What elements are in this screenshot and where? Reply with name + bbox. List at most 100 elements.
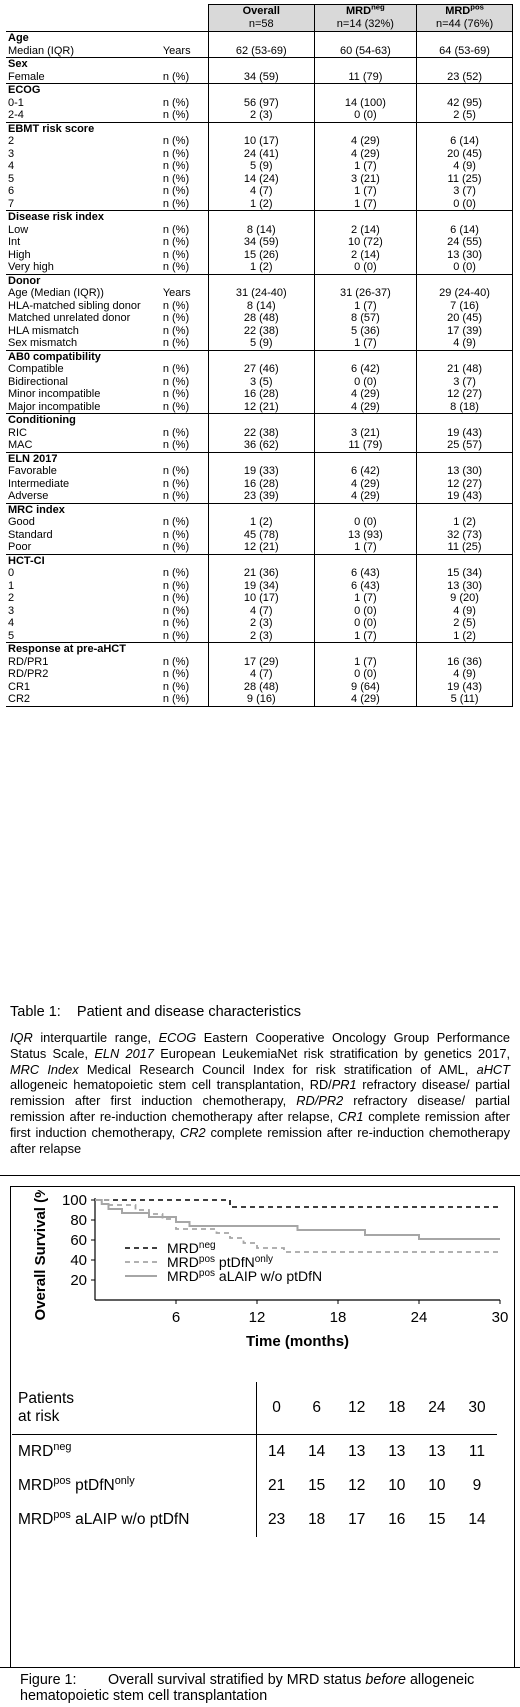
- value-mrd-pos: 0 (0): [416, 261, 513, 274]
- risk-table-body: MRDneg 14 14 13 13 13 11 MRDpos ptDfNonly 21 15 12…: [12, 1434, 497, 1537]
- abbreviation-definition: Eastern Cooperative Oncology Group Perfo…: [10, 1030, 510, 1061]
- risk-table: Patients at risk 0 6 12 18 24 30 MRDneg 1…: [12, 1382, 497, 1537]
- row-unit: Years: [162, 44, 191, 57]
- value-mrd-pos: 20 (45): [416, 147, 513, 160]
- figure-caption: Figure 1: Overall survival stratified by …: [20, 1672, 475, 1704]
- abbreviation-term: RD/: [309, 1077, 332, 1093]
- row-label: 6: [8, 185, 15, 197]
- figure-caption-label: Figure 1:: [20, 1672, 77, 1688]
- row-label: 3: [8, 604, 15, 617]
- row-label: 3: [8, 147, 15, 160]
- row-unit: n (%): [162, 223, 190, 236]
- value-mrd-pos: 8 (18): [416, 400, 513, 414]
- table-row: High n (%) 15 (26) 2 (14) 13 (30): [6, 248, 513, 261]
- row-label: CR1: [8, 680, 31, 693]
- value-mrd-pos: 29 (24-40): [416, 287, 513, 300]
- value-mrd-neg: 5 (36): [313, 324, 417, 337]
- table-body: Age Median (IQR) Years 62 (53-69) 60 (54-63)…: [6, 31, 513, 707]
- value-mrd-pos: 0 (0): [416, 197, 513, 211]
- value-overall: 1 (2): [207, 197, 315, 211]
- value-mrd-pos: 3 (7): [416, 375, 513, 388]
- table-row: Female n (%) 34 (59) 11 (79) 23 (52): [6, 70, 513, 84]
- value-mrd-pos: 11 (25): [416, 541, 513, 554]
- col-header-mrd-pos: MRDpos n=44 (76%): [416, 3, 513, 32]
- section-title: ECOG: [6, 83, 161, 97]
- risk-count: 17: [348, 1511, 366, 1528]
- section-title: HCT-CI: [6, 553, 161, 567]
- table-row: Very high n (%) 1 (2) 0 (0) 0 (0): [6, 261, 513, 274]
- section-title: Response at pre-aHCT: [6, 642, 161, 656]
- table-row: Low n (%) 8 (14) 2 (14) 6 (14): [6, 223, 513, 236]
- value-mrd-neg: 1 (7): [313, 592, 417, 605]
- value-mrd-neg: 0 (0): [313, 604, 417, 617]
- abbreviation-term: CR1: [337, 1108, 364, 1124]
- value-mrd-pos: 5 (11): [416, 693, 513, 707]
- value-mrd-neg: 11 (79): [313, 439, 417, 452]
- value-mrd-neg: 60 (54-63): [313, 44, 417, 58]
- value-mrd-pos: 64 (53-69): [416, 44, 513, 58]
- row-label: RD/PR1: [8, 655, 49, 668]
- value-mrd-pos: 11 (25): [416, 172, 513, 185]
- value-overall: 10 (17): [207, 135, 315, 148]
- table-row: RIC n (%) 22 (38) 3 (21) 19 (43): [6, 426, 513, 439]
- abbreviation-term: ECOG: [158, 1030, 197, 1045]
- table-row: Good n (%) 1 (2) 0 (0) 1 (2): [6, 516, 513, 529]
- section-title: ELN 2017: [6, 451, 161, 465]
- value-mrd-pos: 2 (5): [416, 109, 513, 122]
- section-title: Donor: [6, 273, 161, 287]
- row-unit: n (%): [162, 516, 190, 528]
- table-row: 1 n (%) 19 (34) 6 (43) 13 (30): [6, 579, 513, 592]
- value-mrd-neg: 13 (93): [313, 528, 417, 541]
- value-overall: 28 (48): [207, 680, 315, 693]
- risk-count: 18: [308, 1511, 326, 1528]
- section-row: Donor: [6, 273, 513, 287]
- row-label: 7: [8, 197, 15, 210]
- risk-table-header: Patients at risk 0 6 12 18 24 30: [12, 1382, 497, 1435]
- value-mrd-pos: 3 (7): [416, 185, 513, 198]
- section-row: Conditioning: [6, 413, 513, 427]
- row-label: Favorable: [8, 465, 57, 477]
- section-row: HCT-CI: [6, 553, 513, 567]
- value-overall: 34 (59): [207, 70, 315, 84]
- value-mrd-neg: 0 (0): [313, 375, 417, 388]
- value-overall: 8 (14): [207, 299, 315, 312]
- risk-time-0: 0: [256, 1382, 297, 1435]
- value-mrd-neg: 3 (21): [313, 426, 417, 439]
- y-axis-label: Overall Survival (%): [32, 1190, 49, 1320]
- value-overall: 15 (26): [207, 248, 315, 261]
- value-mrd-pos: 23 (52): [416, 70, 513, 84]
- value-overall: 1 (2): [207, 516, 315, 529]
- row-label: Major incompatible: [8, 400, 101, 413]
- table-row: 4 n (%) 2 (3) 0 (0) 2 (5): [6, 617, 513, 630]
- row-label: Matched unrelated donor: [8, 312, 131, 324]
- section-row: ELN 2017: [6, 451, 513, 465]
- table-row: Age (Median (IQR)) Years 31 (24-40) 31 (26-…: [6, 287, 513, 300]
- row-unit: n (%): [162, 160, 190, 172]
- table-row: Poor n (%) 12 (21) 1 (7) 11 (25): [6, 541, 513, 554]
- risk-row-label: MRDneg: [12, 1434, 257, 1469]
- value-mrd-neg: 4 (29): [313, 135, 417, 148]
- value-mrd-neg: 1 (7): [313, 185, 417, 198]
- abbreviation-definition: interquartile range,: [32, 1030, 159, 1045]
- section-row: ECOG: [6, 83, 513, 97]
- risk-count: 15: [428, 1511, 446, 1528]
- table-row: Median (IQR) Years 62 (53-69) 60 (54-63) 64 …: [6, 44, 513, 58]
- x-tick-label: 24: [411, 1309, 428, 1326]
- row-unit: n (%): [162, 236, 190, 248]
- value-overall: 31 (24-40): [207, 287, 315, 300]
- row-unit: n (%): [162, 197, 190, 210]
- value-mrd-pos: 16 (36): [416, 655, 513, 668]
- table-row: Matched unrelated donor n (%) 28 (48) 8 (57…: [6, 312, 513, 325]
- row-label: 2-4: [8, 109, 24, 121]
- y-tick-label: 100: [62, 1192, 87, 1209]
- value-overall: 22 (38): [207, 426, 315, 439]
- value-mrd-neg: 4 (29): [313, 693, 417, 707]
- row-unit: n (%): [162, 541, 190, 553]
- value-overall: 56 (97): [207, 96, 315, 109]
- value-mrd-neg: 1 (7): [313, 541, 417, 554]
- value-overall: 19 (34): [207, 579, 315, 592]
- km-curve-dashed-grey: [95, 1199, 500, 1253]
- abbreviation-definition: refractory disease/ partial remission af…: [10, 1093, 510, 1124]
- row-unit: n (%): [162, 109, 190, 121]
- value-overall: 45 (78): [207, 528, 315, 541]
